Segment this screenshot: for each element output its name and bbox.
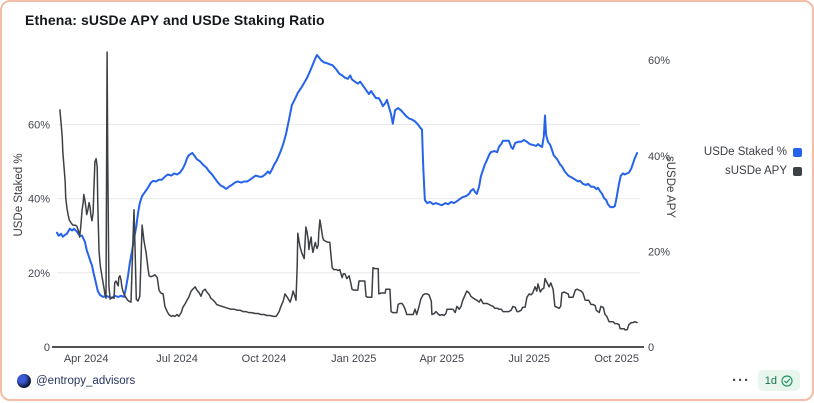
right-axis-tick-label: 20% xyxy=(648,246,670,258)
freshness-badge-label: 1d xyxy=(764,374,777,387)
circled-check-icon xyxy=(781,374,793,387)
left-axis-tick-label: 0 xyxy=(44,342,50,354)
legend-swatch-gray xyxy=(793,166,802,176)
legend: USDe Staked % sUSDe APY xyxy=(704,146,802,177)
x-axis-tick-label: Apr 2024 xyxy=(64,353,109,365)
left-axis-tick-label: 20% xyxy=(28,268,50,280)
series-line-susde-apy xyxy=(59,51,638,331)
x-axis-tick-label: Apr 2025 xyxy=(419,353,464,365)
legend-item-susde-apy[interactable]: sUSDe APY xyxy=(725,165,802,177)
legend-swatch-blue xyxy=(793,147,802,157)
x-axis-tick-label: Oct 2024 xyxy=(242,353,287,365)
page-title: Ethena: sUSDe APY and USDe Staking Ratio xyxy=(25,12,325,28)
freshness-badge[interactable]: 1d xyxy=(757,370,800,391)
entropy-advisors-avatar-icon xyxy=(17,374,31,388)
left-axis-tick-label: 60% xyxy=(28,119,50,131)
attribution[interactable]: @entropy_advisors xyxy=(17,374,135,388)
right-axis-tick-label: 40% xyxy=(648,151,670,163)
legend-label: sUSDe APY xyxy=(725,165,787,177)
x-axis-tick-label: Jul 2025 xyxy=(508,353,550,365)
right-axis-title: sUSDe APY xyxy=(664,156,676,218)
left-axis-tick-label: 40% xyxy=(28,194,50,206)
right-axis-tick-label: 0 xyxy=(648,342,654,354)
legend-label: USDe Staked % xyxy=(703,146,787,158)
series-line-usde-staked xyxy=(56,54,639,299)
attribution-handle: @entropy_advisors xyxy=(36,375,136,387)
x-axis-tick-label: Jul 2024 xyxy=(156,353,198,365)
legend-item-usde-staked[interactable]: USDe Staked % xyxy=(704,146,802,158)
right-axis-tick-label: 60% xyxy=(648,55,670,67)
x-axis-tick-label: Oct 2025 xyxy=(594,353,639,365)
more-options-button[interactable]: ··· xyxy=(732,372,750,389)
left-axis-title: USDe Staked % xyxy=(13,153,25,237)
x-axis-tick-label: Jan 2025 xyxy=(331,353,376,365)
